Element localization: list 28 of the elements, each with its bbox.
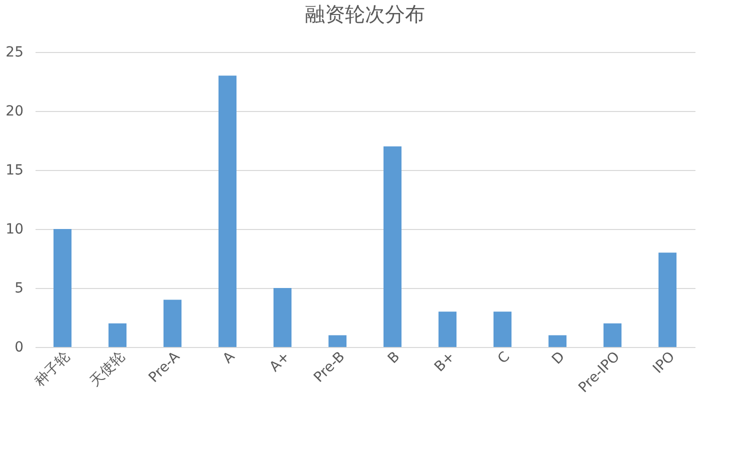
x-tick-label: D [549, 348, 568, 368]
y-tick-label: 10 [6, 222, 24, 238]
x-tick-label: A+ [266, 348, 294, 376]
bar [548, 335, 566, 347]
x-tick-label: B [385, 348, 404, 367]
x-tick-label: 种子轮 [32, 348, 74, 390]
bar [328, 335, 346, 347]
x-tick-label: C [494, 348, 514, 368]
y-tick-label: 20 [6, 104, 24, 120]
bar [494, 312, 512, 347]
y-tick-label: 5 [14, 280, 24, 296]
x-tick-label: A [220, 348, 238, 367]
y-tick-label: 15 [6, 162, 24, 178]
bar [604, 323, 622, 347]
bar [164, 300, 182, 347]
bar [658, 252, 676, 347]
bar [274, 288, 292, 347]
chart-title: 融资轮次分布 [305, 2, 425, 26]
bar [384, 146, 402, 347]
bar [108, 323, 126, 347]
bar [438, 312, 456, 347]
x-tick-label: 天使轮 [87, 348, 128, 390]
y-tick-label: 0 [14, 340, 24, 356]
bar [218, 76, 236, 347]
y-tick-label: 25 [6, 44, 24, 60]
bar [54, 229, 72, 347]
x-tick-label: IPO [650, 348, 678, 377]
x-tick-label: B+ [432, 348, 458, 376]
